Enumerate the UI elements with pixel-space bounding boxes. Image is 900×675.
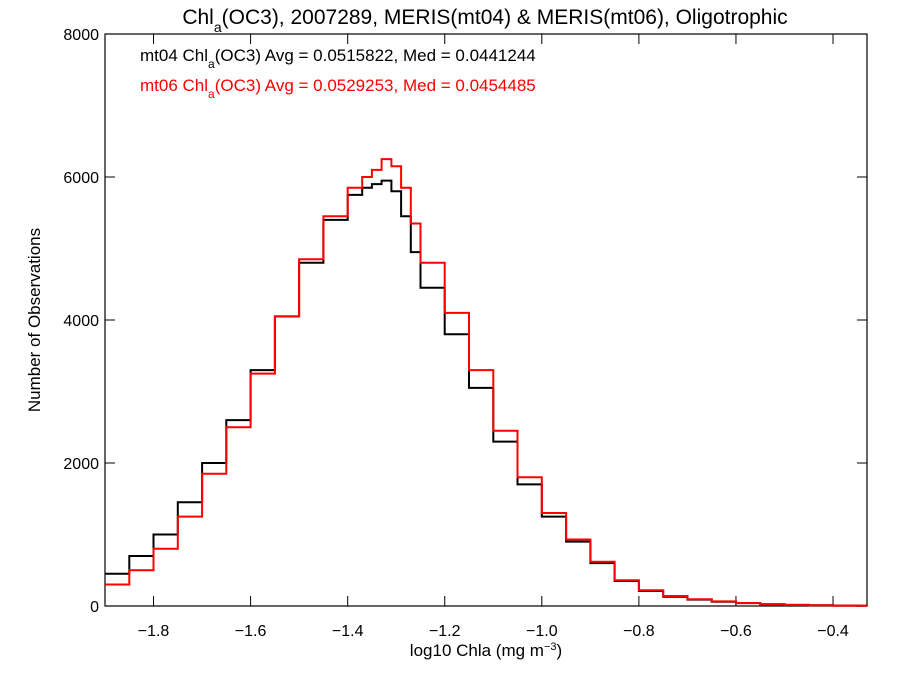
x-tick-label: −0.8 xyxy=(623,623,655,640)
x-tick-label: −1.4 xyxy=(332,623,364,640)
y-tick-label: 6000 xyxy=(63,170,99,187)
y-axis-ticks: 0 2000 4000 6000 8000 xyxy=(63,27,867,616)
x-tick-label: −1.6 xyxy=(235,623,267,640)
series-line-mt04 xyxy=(105,179,868,607)
x-tick-label: −1.0 xyxy=(526,623,558,640)
legend-entry-mt06: mt06 Chla(OC3) Avg = 0.0529253, Med = 0.… xyxy=(140,76,536,101)
plot-frame xyxy=(104,33,868,607)
x-axis-ticks: −1.8 −1.6 −1.4 −1.2 −1.0 −0.8 −0.6 −0.4 xyxy=(138,34,849,640)
y-tick-label: 0 xyxy=(90,599,99,616)
x-tick-label: −0.6 xyxy=(720,623,752,640)
series-line-mt06 xyxy=(105,158,868,607)
chart-title: Chla(OC3), 2007289, MERIS(mt04) & MERIS(… xyxy=(182,6,787,35)
x-tick-label: −1.2 xyxy=(429,623,461,640)
series-layer xyxy=(105,158,868,607)
y-axis-title: Number of Observations xyxy=(25,228,44,412)
y-tick-label: 2000 xyxy=(63,456,99,473)
legend-entry-mt04: mt04 Chla(OC3) Avg = 0.0515822, Med = 0.… xyxy=(140,46,536,71)
x-tick-label: −0.4 xyxy=(817,623,849,640)
x-axis-title: log10 Chla (mg m−3) xyxy=(410,641,562,660)
y-tick-label: 8000 xyxy=(63,27,99,44)
x-tick-label: −1.8 xyxy=(138,623,170,640)
y-tick-label: 4000 xyxy=(63,313,99,330)
